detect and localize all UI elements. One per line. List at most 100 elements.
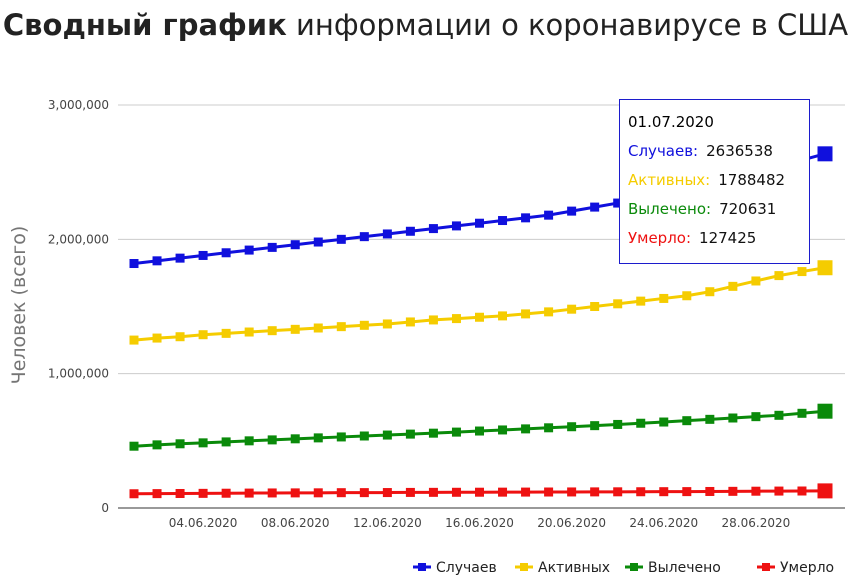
data-point — [521, 424, 531, 434]
data-point — [313, 323, 323, 333]
data-point — [336, 488, 346, 498]
data-point — [290, 488, 300, 498]
data-point — [451, 314, 461, 324]
data-point — [590, 421, 600, 431]
legend-marker — [418, 563, 426, 571]
data-point — [129, 335, 139, 345]
data-point — [129, 259, 139, 269]
data-point — [797, 267, 807, 277]
data-point — [567, 206, 577, 216]
legend-marker — [630, 563, 638, 571]
data-point — [175, 253, 185, 263]
data-point — [359, 232, 369, 242]
x-axis-ticks: 04.06.2020 08.06.2020 12.06.2020 16.06.2020… — [169, 516, 791, 530]
data-point — [359, 431, 369, 441]
tooltip-date: 01.07.2020 — [628, 113, 714, 131]
series-3 — [129, 483, 833, 499]
data-point — [175, 439, 185, 449]
data-point — [267, 242, 277, 252]
data-point — [728, 281, 738, 291]
data-point — [198, 488, 208, 498]
data-point — [221, 488, 231, 498]
data-point — [774, 486, 784, 496]
data-point — [152, 333, 162, 343]
data-point — [636, 487, 646, 497]
data-point — [590, 487, 600, 497]
x-tick-label: 20.06.2020 — [537, 516, 606, 530]
data-point — [244, 245, 254, 255]
chart-title-bold: Сводный график — [2, 8, 287, 42]
data-point — [498, 216, 508, 226]
data-point — [313, 237, 323, 247]
data-point — [244, 327, 254, 337]
tooltip-value-active: 1788482 — [718, 171, 786, 189]
data-point — [682, 291, 692, 301]
legend-label: Умерло — [780, 560, 834, 576]
data-point — [774, 271, 784, 281]
legend: Случаев Активных Вылечено Умерло — [413, 560, 834, 576]
data-point — [175, 332, 185, 342]
data-point — [682, 487, 692, 497]
tooltip-row-cases: Случаев: 2636538 — [628, 141, 809, 170]
data-point — [267, 326, 277, 336]
data-point — [797, 486, 807, 496]
legend-item: Умерло — [757, 560, 834, 576]
legend-label: Активных — [538, 560, 610, 576]
y-tick-label: 0 — [101, 501, 109, 515]
data-point — [290, 324, 300, 334]
data-point — [498, 311, 508, 321]
data-point — [244, 488, 254, 498]
data-point — [405, 226, 415, 236]
data-point — [774, 410, 784, 420]
data-point — [428, 315, 438, 325]
data-point — [705, 287, 715, 297]
series-1 — [129, 260, 833, 345]
data-point — [359, 488, 369, 498]
data-point — [817, 403, 833, 419]
data-point — [428, 428, 438, 438]
data-point — [475, 487, 484, 497]
y-tick-label: 1,000,000 — [48, 367, 109, 381]
y-tick-label: 3,000,000 — [48, 98, 109, 112]
data-point — [405, 429, 415, 439]
legend-item: Вылечено — [625, 560, 721, 576]
data-point — [544, 210, 554, 220]
data-point — [313, 433, 323, 443]
data-point — [290, 240, 300, 250]
data-point — [382, 488, 392, 498]
data-point — [428, 487, 438, 497]
data-point — [728, 413, 738, 423]
data-point — [359, 320, 369, 330]
data-point — [797, 408, 807, 418]
legend-label: Вылечено — [648, 560, 721, 576]
data-point — [152, 489, 162, 499]
tooltip-row-active: Активных: 1788482 — [628, 170, 809, 199]
data-point — [221, 248, 231, 258]
data-point — [567, 487, 577, 497]
data-point — [198, 330, 208, 340]
tooltip-value-recovered: 720631 — [719, 200, 777, 218]
data-point — [705, 414, 715, 424]
x-tick-label: 16.06.2020 — [445, 516, 514, 530]
data-point — [751, 412, 761, 422]
data-point — [498, 487, 508, 497]
y-axis-label: Человек (всего) — [8, 226, 30, 385]
data-point — [751, 486, 761, 496]
data-point — [590, 302, 600, 311]
data-point — [152, 440, 162, 450]
legend-marker — [520, 563, 528, 571]
data-point — [475, 312, 484, 322]
data-point — [498, 425, 508, 435]
data-point — [521, 309, 531, 319]
data-point — [451, 427, 461, 437]
data-point — [152, 256, 162, 266]
data-point — [428, 224, 438, 234]
data-point — [521, 487, 531, 497]
series-2 — [129, 403, 833, 451]
data-point — [451, 221, 461, 231]
data-point — [221, 328, 231, 338]
data-point — [313, 488, 323, 498]
data-point — [475, 426, 484, 436]
data-point — [728, 486, 738, 496]
